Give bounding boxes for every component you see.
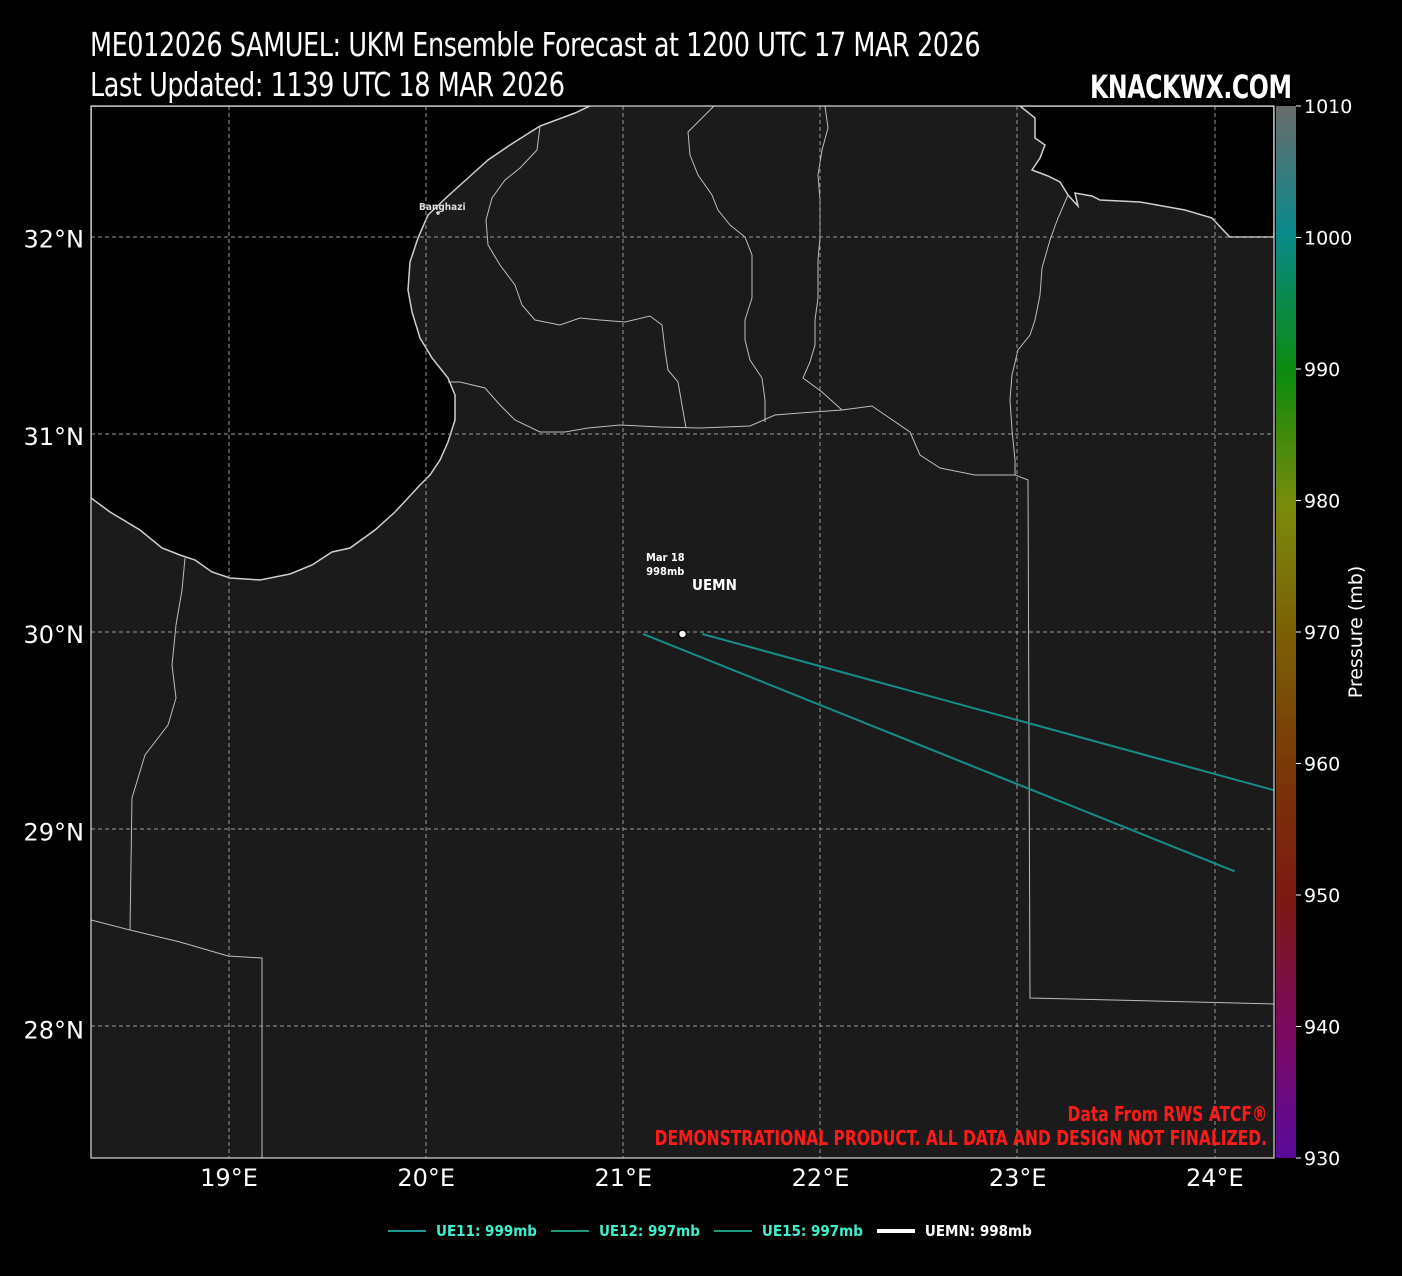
colorbar-tick-label: 970: [1304, 622, 1340, 644]
colorbar-tick-label: 980: [1304, 491, 1340, 513]
forecast-point-label: Mar 18 998mb: [646, 551, 685, 579]
lon-tick-label: 20°E: [397, 1164, 455, 1192]
map-frame: [90, 105, 1275, 1159]
legend-label: UE15: 997mb: [761, 1222, 863, 1240]
lat-tick-label: 32°N: [24, 225, 85, 253]
pressure-colorbar: [1276, 106, 1296, 1158]
legend-swatch: [713, 1230, 752, 1232]
legend-swatch: [550, 1230, 589, 1232]
lon-tick-label: 21°E: [594, 1164, 652, 1192]
brand-logo-text: KNACKWX.COM: [1090, 68, 1292, 106]
data-source-credit: Data From RWS ATCF®: [1067, 1102, 1267, 1126]
legend-item: UE11: 999mb: [388, 1222, 537, 1240]
legend-item: UE12: 997mb: [550, 1222, 700, 1240]
colorbar-tick-label: 1010: [1304, 96, 1352, 118]
lon-tick-label: 24°E: [1186, 1164, 1244, 1192]
lon-tick-label: 22°E: [792, 1164, 850, 1192]
colorbar-tick-label: 960: [1304, 754, 1340, 776]
track-ue11: [701, 633, 1274, 792]
banghazi-city-marker: [436, 211, 440, 215]
colorbar-tick-label: 940: [1304, 1017, 1340, 1039]
track-ue12: [642, 633, 1235, 873]
lon-tick-label: 19°E: [200, 1164, 258, 1192]
colorbar-tick-label: 930: [1304, 1148, 1340, 1170]
legend-swatch: [388, 1230, 426, 1232]
legend-label: UE11: 999mb: [436, 1222, 537, 1240]
colorbar-tick-label: 950: [1304, 885, 1340, 907]
lat-tick-label: 28°N: [24, 1016, 85, 1044]
forecast-point-date: Mar 18: [646, 551, 685, 564]
colorbar-tick-label: 1000: [1304, 228, 1352, 250]
forecast-point-pressure: 998mb: [646, 565, 685, 578]
gulf-of-sidra: [91, 106, 591, 581]
legend-item: UEMN: 998mb: [876, 1222, 1032, 1240]
lon-tick-label: 23°E: [989, 1164, 1047, 1192]
colorbar-label: Pressure (mb): [1345, 566, 1367, 699]
uemn-position-marker: [677, 629, 688, 639]
legend-item: UE15: 997mb: [713, 1222, 863, 1240]
storm-label-uemn: UEMN: [692, 576, 737, 594]
legend-label: UE12: 997mb: [598, 1222, 700, 1240]
lat-tick-label: 30°N: [24, 621, 85, 649]
chart-title: ME012026 SAMUEL: UKM Ensemble Forecast a…: [90, 25, 981, 64]
lat-tick-label: 29°N: [24, 819, 85, 847]
lat-tick-label: 31°N: [24, 423, 85, 451]
chart-subtitle: Last Updated: 1139 UTC 18 MAR 2026: [90, 65, 565, 104]
city-label-banghazi: Banghazi: [419, 202, 466, 213]
legend-swatch: [876, 1229, 915, 1233]
eastern-sea: [1018, 106, 1274, 238]
track-legend: UE11: 999mb UE12: 997mb UE15: 997mb UEMN: 9…: [388, 1222, 1046, 1240]
disclaimer-text: DEMONSTRATIONAL PRODUCT. ALL DATA AND DE…: [654, 1126, 1267, 1150]
legend-label: UEMN: 998mb: [924, 1222, 1032, 1240]
colorbar-tick-label: 990: [1304, 359, 1340, 381]
